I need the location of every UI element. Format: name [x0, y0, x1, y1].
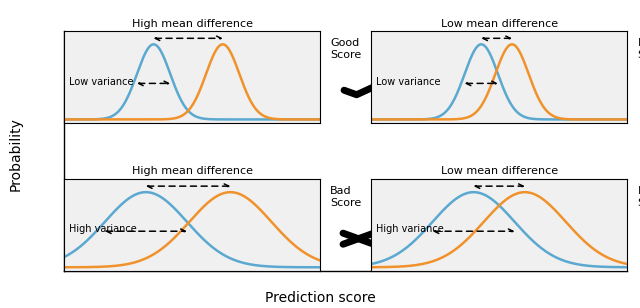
- Text: Low variance: Low variance: [376, 77, 441, 87]
- Text: Bad
Score: Bad Score: [637, 38, 640, 60]
- Text: Prediction score: Prediction score: [264, 291, 376, 305]
- Text: Probability: Probability: [9, 117, 23, 191]
- Title: Low mean difference: Low mean difference: [440, 18, 558, 29]
- Text: High variance: High variance: [376, 225, 444, 234]
- Text: Bad
Score: Bad Score: [637, 186, 640, 208]
- Text: High variance: High variance: [69, 225, 137, 234]
- Title: Low mean difference: Low mean difference: [440, 166, 558, 176]
- Text: Bad
Score: Bad Score: [330, 186, 362, 208]
- Title: High mean difference: High mean difference: [131, 18, 253, 29]
- Title: High mean difference: High mean difference: [131, 166, 253, 176]
- Text: Low variance: Low variance: [69, 77, 134, 87]
- Text: Good
Score: Good Score: [330, 38, 362, 60]
